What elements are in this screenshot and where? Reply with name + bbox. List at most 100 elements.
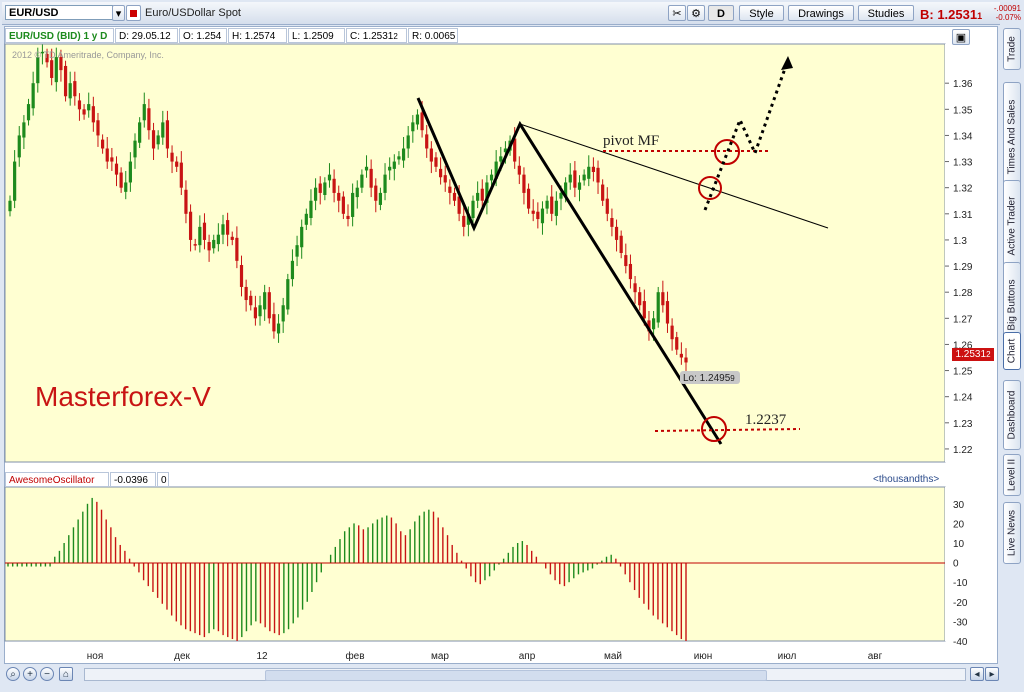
candle-body xyxy=(26,104,31,121)
candle-body xyxy=(133,140,137,158)
trend-line[interactable] xyxy=(519,123,829,229)
x-tick-label: июл xyxy=(778,651,797,662)
price-tick-label: 1.32 xyxy=(953,184,973,195)
studies-button[interactable]: Studies xyxy=(858,5,914,21)
chart-title[interactable]: EUR/USD (BID) 1 y D xyxy=(5,28,114,43)
last-price-tag: 1.25312 xyxy=(952,348,994,361)
scroll-left-icon[interactable]: ◂ xyxy=(970,667,984,681)
low-label: Lo: 1.24959 xyxy=(683,373,735,384)
wrench-icon[interactable]: ⚙ xyxy=(687,5,705,21)
zoom-fit-icon[interactable]: ⌕ xyxy=(6,667,20,681)
candle-body xyxy=(193,244,197,246)
candle-body xyxy=(110,157,114,162)
candle-body xyxy=(300,226,304,248)
candle-body xyxy=(346,215,350,220)
tab-chart[interactable]: Chart xyxy=(1003,332,1021,370)
candle-body xyxy=(582,174,586,181)
candle-body xyxy=(434,157,438,167)
candle-body xyxy=(244,286,248,301)
candle-body xyxy=(161,122,165,138)
time-scrollbar[interactable] xyxy=(84,668,966,681)
x-tick-label: авг xyxy=(868,651,883,662)
candle-body xyxy=(485,182,489,203)
tab-active-trader[interactable]: Active Trader xyxy=(1003,180,1021,272)
tab-level-ii[interactable]: Level II xyxy=(1003,454,1021,496)
candle-body xyxy=(82,109,86,115)
candle-body xyxy=(318,183,322,193)
tab-times-and-sales[interactable]: Times And Sales xyxy=(1003,82,1021,192)
candle-body xyxy=(202,222,207,240)
tools-icon[interactable]: ✂ xyxy=(668,5,686,21)
candle-body xyxy=(536,211,540,220)
price-tick-label: 1.36 xyxy=(953,79,973,90)
target-label: 1.2237 xyxy=(745,412,787,428)
candle-body xyxy=(577,182,582,190)
candle-body xyxy=(50,60,54,78)
symbol-dropdown-icon[interactable]: ▾ xyxy=(112,5,125,21)
brand-annotation: Masterforex-V xyxy=(35,381,211,412)
candle-body xyxy=(614,226,619,240)
candle-body xyxy=(439,168,443,178)
candle-body xyxy=(128,161,132,183)
price-tick-label: 1.31 xyxy=(953,210,973,221)
zoom-out-icon[interactable]: − xyxy=(40,667,54,681)
candle-body xyxy=(466,213,470,225)
tab-live-news[interactable]: Live News xyxy=(1003,502,1021,564)
candle-body xyxy=(383,174,387,193)
last-price-sub: 2 xyxy=(986,350,991,359)
osc-tick-label: 20 xyxy=(953,519,965,530)
ohlc-close-main: C: 1.2531 xyxy=(350,31,394,42)
tab-news-label: Live News xyxy=(1006,509,1018,557)
candle-body xyxy=(156,135,160,145)
style-button[interactable]: Style xyxy=(739,5,784,21)
candle-body xyxy=(647,320,651,332)
candle-body xyxy=(591,166,595,173)
drawings-button[interactable]: Drawings xyxy=(788,5,854,21)
candle-body xyxy=(550,196,554,214)
zoom-in-icon[interactable]: + xyxy=(23,667,37,681)
chart-svg: 1.22 1.23 1.24 1.25 1.26 1.27 1.28 1.29 1.3 1.31 1… xyxy=(4,43,973,662)
bid-price-sub: 1 xyxy=(977,11,983,21)
snapshot-icon[interactable]: ▣ xyxy=(952,29,970,45)
ohlc-close: C: 1.25312 xyxy=(346,28,407,43)
tab-dashboard[interactable]: Dashboard xyxy=(1003,380,1021,450)
drawings-label: Drawings xyxy=(798,8,844,20)
link-icon[interactable] xyxy=(126,5,141,21)
home-icon[interactable]: ⌂ xyxy=(59,667,73,681)
candle-body xyxy=(531,210,535,214)
candle-body xyxy=(573,170,577,188)
candle-body xyxy=(226,220,230,235)
symbol-input[interactable]: EUR/USD xyxy=(5,5,113,20)
candle-body xyxy=(522,174,526,193)
tab-dashboard-label: Dashboard xyxy=(1006,390,1018,440)
x-tick-label: фев xyxy=(345,650,364,662)
candle-body xyxy=(87,104,91,111)
candle-body xyxy=(281,305,285,322)
low-label-bg xyxy=(680,371,740,384)
bottom-bar: ⌕ + − ⌂ ◂ ▸ xyxy=(2,664,1000,686)
candle-body xyxy=(124,182,128,192)
candle-body xyxy=(661,292,665,306)
copyright-watermark: 2012 © TD Ameritrade, Company, Inc. xyxy=(12,50,164,60)
candle-body xyxy=(494,161,498,179)
period-d-button[interactable]: D xyxy=(708,5,734,21)
scroll-right-icon[interactable]: ▸ xyxy=(985,667,999,681)
candle-body xyxy=(462,215,466,227)
candle-body xyxy=(476,192,480,201)
x-tick-label: дек xyxy=(174,651,190,662)
top-toolbar: EUR/USD ▾ Euro/USDollar Spot ✂ ⚙ D Style… xyxy=(2,2,1021,25)
target-circle xyxy=(701,416,727,442)
candle-body xyxy=(258,305,262,317)
candle-body xyxy=(564,182,568,198)
candle-body xyxy=(36,57,40,84)
target-level-line[interactable] xyxy=(654,428,801,432)
candle-body xyxy=(91,106,95,123)
tab-times-label: Times And Sales xyxy=(1006,99,1018,175)
projection-arrowhead xyxy=(781,56,793,70)
projection-path[interactable] xyxy=(703,59,790,211)
zigzag-drawing[interactable] xyxy=(416,97,723,445)
tab-trade[interactable]: Trade xyxy=(1003,28,1021,70)
candle-body xyxy=(337,192,341,201)
scroll-thumb[interactable] xyxy=(265,670,767,681)
oscillator-name[interactable]: AwesomeOscillator xyxy=(5,472,109,487)
